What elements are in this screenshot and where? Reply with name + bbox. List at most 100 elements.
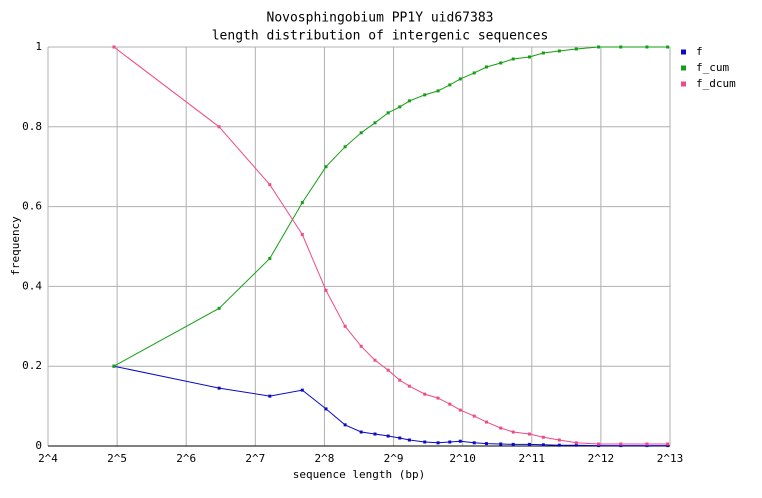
point <box>300 388 304 392</box>
point <box>666 444 670 448</box>
point <box>458 77 462 81</box>
point <box>359 430 363 434</box>
point <box>499 426 503 430</box>
point <box>619 442 623 446</box>
point <box>484 65 488 69</box>
point <box>448 402 452 406</box>
y-tick-label: 0.4 <box>22 279 42 292</box>
point <box>645 444 649 448</box>
legend-label: f_dcum <box>696 77 736 90</box>
point <box>398 436 402 440</box>
legend-label: f_cum <box>696 61 729 74</box>
legend-label: f <box>696 45 703 58</box>
point <box>407 99 411 103</box>
point <box>619 444 623 448</box>
point <box>645 45 649 49</box>
point <box>448 440 452 444</box>
y-tick-label: 0.2 <box>22 359 42 372</box>
point <box>343 145 347 149</box>
y-tick-label: 1 <box>35 40 42 53</box>
point <box>112 364 116 368</box>
point <box>268 183 272 187</box>
point <box>324 288 328 292</box>
chart-subtitle: length distribution of intergenic sequen… <box>212 29 549 44</box>
x-tick-label: 2^11 <box>519 452 546 465</box>
point <box>268 394 272 398</box>
point <box>217 386 221 390</box>
x-tick-label: 2^7 <box>245 452 265 465</box>
point <box>527 432 531 436</box>
x-axis-label: sequence length (bp) <box>293 468 425 481</box>
y-axis-label: frequency <box>9 216 22 276</box>
point <box>511 442 515 446</box>
point <box>597 444 601 448</box>
series-line <box>113 365 668 447</box>
legend-marker <box>681 49 686 55</box>
x-tick-label: 2^5 <box>107 452 127 465</box>
point <box>436 441 440 445</box>
point <box>359 344 363 348</box>
point <box>557 443 561 447</box>
x-tick-label: 2^9 <box>384 452 404 465</box>
point <box>217 306 221 310</box>
point <box>448 83 452 87</box>
point <box>423 440 427 444</box>
point <box>386 368 390 372</box>
point <box>574 441 578 445</box>
x-tick-label: 2^13 <box>657 452 684 465</box>
y-tick-label: 0 <box>35 439 42 452</box>
point <box>300 201 304 205</box>
point <box>423 93 427 97</box>
point <box>423 392 427 396</box>
point <box>373 358 377 362</box>
x-tick-label: 2^4 <box>38 452 58 465</box>
point <box>398 378 402 382</box>
point <box>373 432 377 436</box>
point <box>666 442 670 446</box>
point <box>373 121 377 125</box>
legend-marker <box>681 65 686 71</box>
point <box>557 438 561 442</box>
point <box>343 324 347 328</box>
y-tick-label: 0.6 <box>22 200 42 213</box>
point <box>484 442 488 446</box>
point <box>541 51 545 55</box>
point <box>268 256 272 260</box>
point <box>458 408 462 412</box>
x-tick-label: 2^6 <box>176 452 196 465</box>
point <box>499 442 503 446</box>
legend-marker <box>681 81 686 87</box>
point <box>645 442 649 446</box>
y-tick-label: 0.8 <box>22 120 42 133</box>
chart-title: Novosphingobium PP1Y uid67383 <box>267 11 494 26</box>
point <box>386 111 390 115</box>
point <box>472 71 476 75</box>
point <box>217 125 221 129</box>
point <box>597 442 601 446</box>
point <box>472 414 476 418</box>
point <box>112 45 116 49</box>
series-line <box>113 46 668 445</box>
x-tick-label: 2^8 <box>315 452 335 465</box>
point <box>597 45 601 49</box>
point <box>574 47 578 51</box>
point <box>557 49 561 53</box>
point <box>324 165 328 169</box>
point <box>511 430 515 434</box>
point <box>499 61 503 65</box>
point <box>619 45 623 49</box>
point <box>484 420 488 424</box>
point <box>407 384 411 388</box>
x-tick-label: 2^12 <box>588 452 615 465</box>
point <box>472 441 476 445</box>
point <box>386 434 390 438</box>
point <box>574 443 578 447</box>
point <box>527 442 531 446</box>
point <box>359 131 363 135</box>
point <box>511 57 515 61</box>
point <box>324 407 328 411</box>
point <box>541 443 545 447</box>
point <box>541 435 545 439</box>
point <box>343 423 347 427</box>
